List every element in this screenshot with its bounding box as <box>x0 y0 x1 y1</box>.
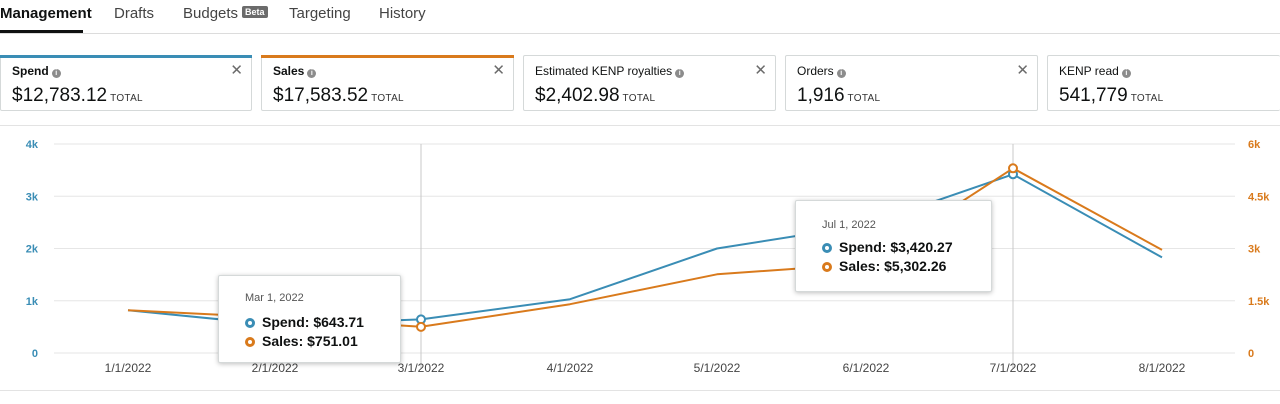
performance-chart[interactable]: 0 1k 2k 3k 4k 0 1.5k 3k 4.5k 6k 1/1/2022 2/1/2022 3/… <box>0 125 1280 391</box>
metric-card-kenp-royalties[interactable]: Estimated KENP royalties i $2,402.98 TOTAL… <box>523 55 776 111</box>
metric-suffix: TOTAL <box>622 93 656 104</box>
metric-title-text: Spend <box>12 64 49 78</box>
close-icon[interactable]: ✕ <box>754 62 767 79</box>
left-axis-tick-label: 3k <box>26 191 39 203</box>
x-axis-tick-label: 2/1/2022 <box>252 361 299 375</box>
right-axis-tick-label: 0 <box>1248 348 1254 360</box>
tab-drafts[interactable]: Drafts <box>114 5 155 22</box>
metric-value: 1,916 TOTAL <box>797 85 880 107</box>
x-axis-tick-label: 3/1/2022 <box>398 361 445 375</box>
metric-value: $17,583.52 TOTAL <box>273 85 404 107</box>
data-point-sales <box>1008 163 1018 174</box>
right-axis-tick-label: 4.5k <box>1248 191 1270 203</box>
active-tab-indicator <box>0 30 83 33</box>
metric-value-text: $12,783.12 <box>12 85 108 106</box>
right-axis-tick-label: 3k <box>1248 244 1261 256</box>
metric-value-text: $17,583.52 <box>273 85 369 106</box>
metric-title: Spend i <box>12 64 61 78</box>
metric-title-text: Orders <box>797 64 834 78</box>
metric-suffix: TOTAL <box>1130 93 1164 104</box>
metric-suffix: TOTAL <box>110 93 143 104</box>
x-axis-tick-label: 8/1/2022 <box>1139 361 1186 375</box>
tooltip-date: Jul 1, 2022 <box>822 219 876 231</box>
tooltip-sales-text: Sales: $5,302.26 <box>839 258 947 274</box>
close-icon[interactable]: ✕ <box>230 62 243 79</box>
metric-value-text: 1,916 <box>797 85 845 106</box>
metric-card-orders[interactable]: Orders i 1,916 TOTAL ✕ <box>785 55 1038 111</box>
left-axis-tick-label: 0 <box>32 348 38 360</box>
beta-badge: Beta <box>242 6 268 18</box>
tab-targeting[interactable]: Targeting <box>289 5 351 22</box>
metric-suffix: TOTAL <box>847 93 881 104</box>
tab-history[interactable]: History <box>379 5 426 22</box>
tooltip-spend-row: Spend: $3,420.27 <box>822 239 953 255</box>
tooltip-date: Mar 1, 2022 <box>245 292 304 304</box>
tab-budgets[interactable]: Budgets Beta <box>183 5 268 22</box>
metric-value: 541,779 TOTAL <box>1059 85 1164 107</box>
info-icon[interactable]: i <box>51 69 61 78</box>
sales-dot-icon <box>245 337 255 347</box>
x-axis-tick-label: 6/1/2022 <box>843 361 890 375</box>
chart-tooltip-mar: Mar 1, 2022 Spend: $643.71 Sales: $751.0… <box>218 275 401 363</box>
close-icon[interactable]: ✕ <box>1016 62 1029 79</box>
metric-value: $2,402.98 TOTAL <box>535 85 655 107</box>
metric-title: Orders i <box>797 64 846 78</box>
metric-value-text: $2,402.98 <box>535 85 620 106</box>
tooltip-spend-text: Spend: $643.71 <box>262 314 364 330</box>
metric-value-text: 541,779 <box>1059 85 1128 106</box>
left-axis-tick-label: 1k <box>26 296 39 308</box>
left-axis-tick-label: 4k <box>26 139 39 151</box>
metric-card-kenp-read[interactable]: KENP read i 541,779 TOTAL <box>1047 55 1280 111</box>
right-axis-tick-label: 1.5k <box>1248 296 1270 308</box>
right-axis-tick-label: 6k <box>1248 139 1261 151</box>
metric-title: KENP read i <box>1059 64 1131 78</box>
info-icon[interactable]: i <box>836 69 846 78</box>
metric-suffix: TOTAL <box>371 93 404 104</box>
tooltip-spend-text: Spend: $3,420.27 <box>839 239 953 255</box>
sales-dot-icon <box>822 262 832 272</box>
metric-card-spend[interactable]: Spend i $12,783.12 TOTAL ✕ <box>0 55 252 111</box>
spend-dot-icon <box>822 243 832 253</box>
metric-title-text: KENP read <box>1059 64 1119 78</box>
metric-color-bar <box>261 55 514 58</box>
info-icon[interactable]: i <box>307 69 317 78</box>
metric-color-bar <box>0 55 252 58</box>
metric-value: $12,783.12 TOTAL <box>12 85 143 107</box>
info-icon[interactable]: i <box>1121 69 1131 78</box>
tooltip-sales-row: Sales: $751.01 <box>245 333 358 349</box>
metric-card-sales[interactable]: Sales i $17,583.52 TOTAL ✕ <box>261 55 514 111</box>
x-axis-tick-label: 5/1/2022 <box>694 361 741 375</box>
x-axis-tick-label: 4/1/2022 <box>547 361 594 375</box>
chart-svg[interactable]: 0 1k 2k 3k 4k 0 1.5k 3k 4.5k 6k 1/1/2022 2/1/2022 3/… <box>0 126 1280 390</box>
chart-tooltip-jul: Jul 1, 2022 Spend: $3,420.27 Sales: $5,3… <box>795 200 992 292</box>
close-icon[interactable]: ✕ <box>492 62 505 79</box>
tooltip-spend-row: Spend: $643.71 <box>245 314 364 330</box>
tooltip-sales-text: Sales: $751.01 <box>262 333 358 349</box>
spend-dot-icon <box>245 318 255 328</box>
tab-budgets-label: Budgets <box>183 5 239 22</box>
left-axis-tick-label: 2k <box>26 244 39 256</box>
metric-title-text: Sales <box>273 64 305 78</box>
tooltip-sales-row: Sales: $5,302.26 <box>822 258 946 274</box>
metric-title: Estimated KENP royalties i <box>535 64 685 78</box>
metric-title: Sales i <box>273 64 317 78</box>
metric-title-text: Estimated KENP royalties <box>535 64 673 78</box>
tab-management[interactable]: Management <box>0 5 92 22</box>
info-icon[interactable]: i <box>675 69 685 78</box>
x-axis-tick-label: 1/1/2022 <box>105 361 152 375</box>
data-point-sales <box>416 321 426 332</box>
x-axis-tick-label: 7/1/2022 <box>990 361 1037 375</box>
tab-bar: Management Drafts Budgets Beta Targeting … <box>0 0 1280 34</box>
